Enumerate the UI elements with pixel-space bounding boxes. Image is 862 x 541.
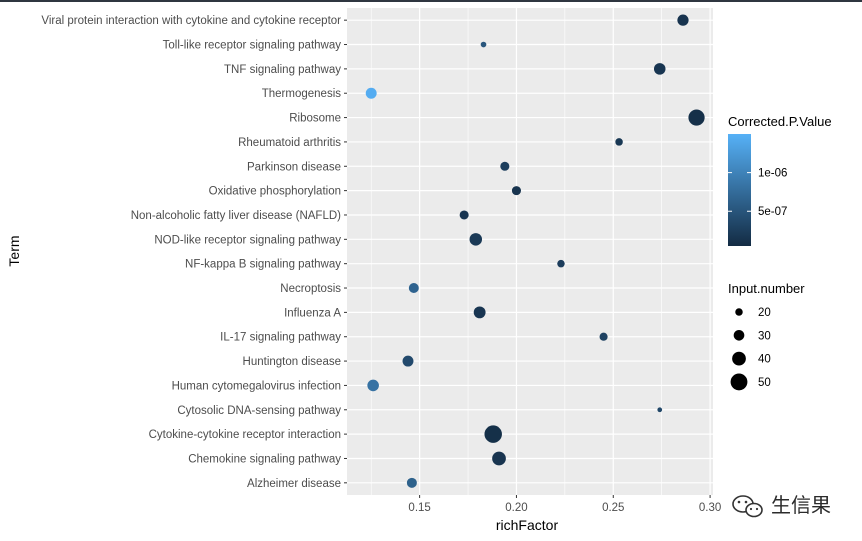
- data-point: [688, 109, 705, 126]
- plot-panel: [347, 8, 713, 495]
- data-point: [599, 332, 608, 341]
- data-point: [469, 233, 483, 246]
- data-point: [367, 379, 379, 392]
- wechat-icon: [732, 495, 763, 518]
- minor-gridlines: [370, 8, 662, 495]
- major-gridlines: [347, 8, 713, 495]
- x-axis-title: richFactor: [496, 517, 559, 533]
- data-point: [653, 63, 666, 75]
- data-point: [406, 477, 417, 488]
- size-legend-dot: [730, 373, 748, 391]
- size-legend-label: 20: [758, 307, 771, 319]
- data-point: [657, 407, 663, 413]
- color-legend-label: 5e-07: [758, 206, 787, 218]
- size-legend-dot: [735, 308, 743, 316]
- x-tick-label: 0.30: [699, 502, 721, 514]
- size-legend-dot: [733, 329, 745, 341]
- data-point: [557, 259, 565, 268]
- color-legend-label: 1e-06: [758, 168, 787, 180]
- y-axis: Alzheimer disease Chemokine signaling pat…: [41, 15, 347, 490]
- y-tick-label: Human cytomegalovirus infection: [172, 380, 341, 392]
- x-tick-label: 0.20: [505, 502, 527, 514]
- y-tick-label: Non-alcoholic fatty liver disease (NAFLD…: [131, 210, 341, 222]
- size-legend: Input.number 20 30 40 50: [728, 281, 805, 391]
- data-point: [365, 87, 377, 99]
- y-tick-label: NF-kappa B signaling pathway: [185, 259, 341, 271]
- data-point: [480, 41, 487, 48]
- size-legend-dot: [732, 351, 746, 366]
- y-tick-label: Cytokine-cytokine receptor interaction: [149, 429, 341, 441]
- watermark: 生信果: [732, 493, 831, 518]
- watermark-text: 生信果: [771, 493, 831, 517]
- data-point: [500, 161, 510, 171]
- y-tick-label: Thermogenesis: [262, 88, 342, 100]
- x-tick-label: 0.15: [408, 502, 430, 514]
- y-tick-label: Oxidative phosphorylation: [209, 186, 341, 198]
- y-tick-label: Alzheimer disease: [247, 478, 341, 490]
- color-legend: Corrected.P.Value 5e-07 1e-06: [728, 114, 832, 246]
- y-tick-label: Ribosome: [289, 113, 341, 125]
- y-tick-label: Chemokine signaling pathway: [188, 453, 341, 465]
- data-point: [402, 355, 414, 367]
- data-point: [677, 14, 689, 26]
- size-legend-label: 40: [758, 354, 771, 366]
- y-tick-label: Influenza A: [284, 307, 341, 319]
- y-tick-label: Necroptosis: [280, 283, 341, 295]
- y-tick-label: Parkinson disease: [247, 161, 341, 173]
- y-tick-label: NOD-like receptor signaling pathway: [154, 234, 341, 246]
- data-point: [484, 425, 502, 443]
- data-point: [473, 306, 486, 319]
- y-tick-label: Cytosolic DNA-sensing pathway: [177, 405, 341, 417]
- y-tick-label: Viral protein interaction with cytokine …: [41, 15, 341, 27]
- y-tick-label: Toll-like receptor signaling pathway: [163, 40, 342, 52]
- data-point: [492, 451, 506, 466]
- x-axis: 0.15 0.20 0.25 0.30: [408, 495, 721, 514]
- data-point: [459, 210, 469, 220]
- data-points: [365, 14, 705, 488]
- size-legend-label: 50: [758, 377, 771, 389]
- y-tick-label: Huntington disease: [243, 356, 341, 368]
- color-legend-title: Corrected.P.Value: [728, 114, 832, 129]
- size-legend-title: Input.number: [728, 281, 805, 296]
- y-tick-label: TNF signaling pathway: [224, 64, 341, 76]
- y-tick-label: IL-17 signaling pathway: [220, 332, 341, 344]
- y-tick-label: Rheumatoid arthritis: [238, 137, 341, 149]
- y-axis-title: Term: [6, 235, 22, 266]
- data-point: [511, 186, 521, 196]
- size-legend-label: 30: [758, 330, 771, 342]
- data-point: [615, 138, 623, 146]
- x-tick-label: 0.25: [602, 502, 624, 514]
- data-point: [408, 283, 419, 294]
- color-bar: [728, 134, 751, 246]
